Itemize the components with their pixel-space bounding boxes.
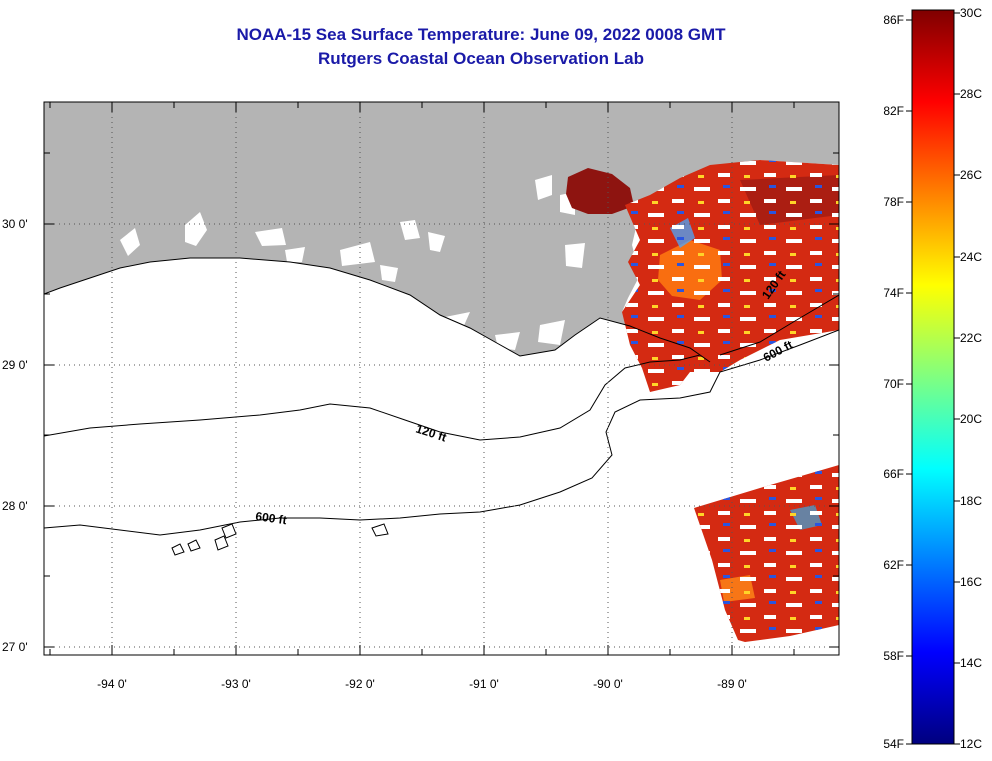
colorbar-f-label: 82F	[883, 104, 904, 118]
land-mass	[44, 102, 839, 362]
colorbar-c-label: 12C	[960, 737, 982, 751]
map-title: NOAA-15 Sea Surface Temperature: June 09…	[236, 25, 726, 44]
sst-cloud-streaks	[622, 160, 839, 392]
isobath-600ft	[44, 329, 839, 536]
colorbar-ticks	[906, 12, 960, 745]
axis-ticks	[44, 102, 839, 655]
sst-lake-patch	[566, 168, 634, 214]
lat-label: 28 0'	[2, 499, 28, 513]
graticule	[44, 102, 839, 655]
lat-label: 29 0'	[2, 358, 28, 372]
isobath-120ft	[44, 294, 839, 441]
lat-label: 27 0'	[2, 640, 28, 654]
lat-label: 30 0'	[2, 217, 28, 231]
map-frame	[43, 101, 840, 656]
colorbar	[911, 9, 955, 745]
lon-label: -91 0'	[469, 677, 499, 691]
colorbar-c-label: 30C	[960, 6, 982, 20]
lon-label: -89 0'	[717, 677, 747, 691]
map-subtitle: Rutgers Coastal Ocean Observation Lab	[318, 49, 644, 68]
colorbar-f-label: 54F	[883, 737, 904, 751]
colorbar-c-label: 28C	[960, 87, 982, 101]
contour-label-600ft: 600 ft	[255, 509, 288, 527]
lon-label: -90 0'	[593, 677, 623, 691]
colorbar-c-label: 20C	[960, 412, 982, 426]
colorbar-c-label: 24C	[960, 250, 982, 264]
lon-label: -93 0'	[221, 677, 251, 691]
colorbar-f-label: 74F	[883, 286, 904, 300]
colorbar-f-label: 86F	[883, 13, 904, 27]
coastline	[44, 257, 711, 363]
colorbar-f-label: 66F	[883, 467, 904, 481]
lon-label: -92 0'	[345, 677, 375, 691]
colorbar-f-label: 62F	[883, 558, 904, 572]
shoal-contours	[171, 523, 389, 556]
colorbar-f-label: 70F	[883, 377, 904, 391]
sst-offshore-streaks	[694, 465, 839, 642]
colorbar-c-label: 22C	[960, 331, 982, 345]
colorbar-c-label: 16C	[960, 575, 982, 589]
lon-label: -94 0'	[97, 677, 127, 691]
colorbar-f-label: 78F	[883, 195, 904, 209]
colorbar-c-label: 14C	[960, 656, 982, 670]
colorbar-c-label: 26C	[960, 168, 982, 182]
colorbar-c-label: 18C	[960, 494, 982, 508]
colorbar-f-label: 58F	[883, 649, 904, 663]
